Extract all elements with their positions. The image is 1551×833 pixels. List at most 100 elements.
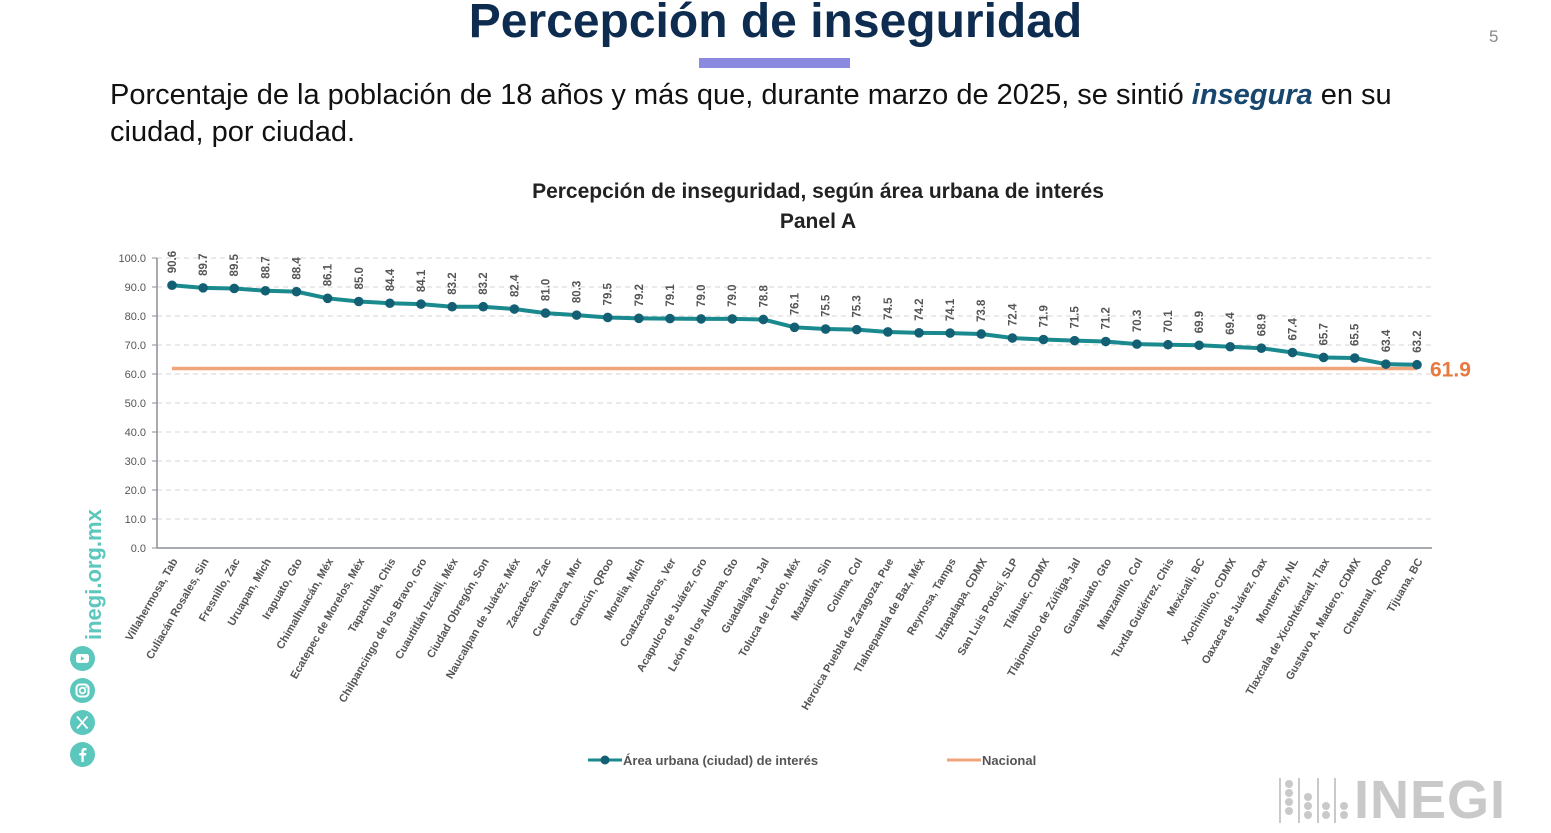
data-label: 84.1 [416, 269, 428, 292]
data-label: 73.8 [976, 299, 988, 322]
data-point [1256, 343, 1267, 353]
legend: Área urbana (ciudad) de interés Nacional [588, 753, 1036, 768]
legend-city-label: Área urbana (ciudad) de interés [623, 753, 818, 768]
y-tick-label: 30.0 [125, 456, 146, 468]
page-title: Percepción de inseguridad [468, 0, 1083, 48]
data-point [1069, 335, 1080, 346]
data-point [416, 299, 426, 309]
data-point [260, 285, 271, 296]
legend-city-marker [600, 755, 610, 765]
line-chart: Percepción de inseguridad, según área ur… [118, 180, 1471, 768]
data-point [1132, 339, 1142, 349]
data-label: 81.0 [541, 279, 553, 301]
data-label: 82.4 [509, 274, 521, 297]
data-label: 69.4 [1225, 312, 1237, 335]
subtitle-text-end: en su ciudad, por ciudad. [110, 79, 1392, 148]
national-series: 61.9 [172, 358, 1471, 381]
data-label: 70.3 [1132, 310, 1144, 332]
data-point [1225, 341, 1236, 352]
data-point [1100, 336, 1111, 347]
y-tick-label: 60.0 [125, 369, 146, 381]
data-point [229, 283, 240, 294]
page-number: 5 [1489, 27, 1499, 46]
subtitle-emphasis: insegura [1191, 79, 1313, 111]
data-point [198, 283, 208, 293]
data-point [1381, 359, 1391, 369]
data-label: 71.2 [1101, 307, 1113, 329]
page-subtitle: Porcentaje de la población de 18 años y … [110, 77, 1470, 151]
data-point [1007, 333, 1018, 343]
data-label: 76.1 [790, 292, 802, 315]
data-label: 79.0 [727, 285, 739, 307]
y-tick-label: 80.0 [125, 311, 146, 323]
x-tick-label: Chimalhuacán, Méx [274, 556, 336, 652]
chart-title: Percepción de inseguridad, según área ur… [532, 180, 1104, 203]
data-point [727, 314, 738, 324]
data-point [883, 327, 893, 337]
data-label: 65.5 [1350, 323, 1362, 346]
data-label: 75.3 [852, 295, 864, 317]
y-tick-label: 10.0 [125, 514, 146, 526]
data-label: 67.4 [1288, 318, 1300, 341]
data-point [602, 312, 613, 323]
subtitle-text-start: Porcentaje de la población de 18 años y … [110, 79, 1192, 111]
facebook-icon[interactable] [70, 742, 95, 767]
data-point [914, 328, 924, 338]
data-point [851, 324, 862, 335]
data-label: 79.5 [603, 282, 615, 305]
data-label: 79.1 [665, 284, 677, 307]
data-label: 74.5 [883, 297, 895, 320]
data-point [1287, 347, 1298, 358]
data-point [1194, 340, 1204, 351]
data-label: 74.2 [914, 298, 926, 320]
y-tick-label: 20.0 [125, 485, 146, 497]
data-point [976, 329, 987, 339]
data-point [571, 310, 582, 320]
y-axis-ticks: 0.0 10.0 20.0 30.0 40.0 50.0 60.0 70.0 80.0 90.0 1… [118, 253, 157, 555]
data-point [385, 298, 395, 309]
data-point [1349, 353, 1360, 363]
data-label: 69.9 [1194, 311, 1206, 333]
instagram-icon[interactable] [70, 678, 95, 703]
data-point [665, 313, 675, 324]
axes [156, 258, 1432, 549]
x-tick-label: Coatzacoalcos, Ver [618, 556, 679, 649]
city-series [167, 280, 1422, 370]
data-label: 89.7 [198, 253, 210, 275]
x-tick-label: San Luis Potosí, SLP [956, 557, 1021, 658]
data-label: 63.2 [1412, 330, 1424, 352]
data-label: 79.2 [634, 284, 646, 306]
data-point [820, 324, 831, 334]
data-label: 90.6 [167, 251, 179, 273]
data-point [167, 280, 177, 291]
chart-subtitle: Panel A [780, 210, 856, 233]
y-tick-label: 40.0 [125, 427, 146, 439]
inegi-logo-text: INEGI [1354, 770, 1507, 830]
x-icon[interactable] [70, 710, 95, 735]
data-label: 88.7 [260, 256, 272, 278]
data-label: 80.3 [572, 281, 584, 303]
data-point [478, 301, 489, 312]
data-point [1318, 352, 1329, 363]
data-point [945, 328, 955, 338]
data-point [1163, 339, 1173, 350]
data-label: 68.9 [1256, 314, 1268, 336]
y-tick-label: 70.0 [125, 340, 146, 352]
data-labels: 90.6 89.7 89.5 88.7 88.4 86.1 85.0 84.4 84.1 83.2… [167, 251, 1424, 353]
youtube-icon[interactable] [70, 646, 95, 671]
y-tick-label: 0.0 [131, 543, 146, 555]
data-point [634, 313, 644, 324]
y-tick-label: 90.0 [125, 282, 146, 294]
data-label: 84.4 [385, 268, 397, 291]
data-label: 79.0 [696, 285, 708, 307]
data-label: 89.5 [229, 253, 241, 276]
data-point [291, 286, 302, 297]
title-underline [699, 58, 850, 68]
data-label: 83.2 [447, 272, 459, 294]
data-point [540, 308, 551, 318]
data-label: 86.1 [323, 263, 335, 286]
data-label: 88.4 [292, 257, 304, 280]
y-tick-label: 100.0 [118, 253, 146, 265]
data-point [509, 304, 520, 314]
